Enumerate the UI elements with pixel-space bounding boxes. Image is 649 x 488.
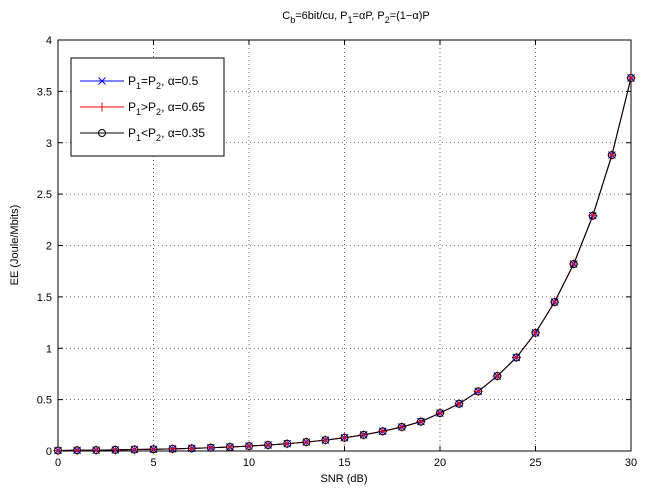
x-tick-label: 30 [625,457,637,469]
data-point-circle-marker [73,446,82,455]
y-tick-label: 0.5 [37,395,52,407]
x-tick-label: 15 [338,457,350,469]
data-point-circle-marker [302,438,311,447]
y-tick-label: 2 [46,241,52,253]
data-point-circle-marker [474,387,483,396]
data-point-circle-marker [378,427,387,436]
x-tick-label: 5 [150,457,156,469]
y-tick-label: 3 [46,138,52,150]
data-point-circle-marker [92,446,101,455]
data-point-circle-marker [588,211,597,220]
data-point-circle-marker [321,436,330,445]
series-markers [53,73,636,455]
data-point-circle-marker [283,439,292,448]
legend-plus-marker [97,102,107,112]
x-tick-label: 0 [55,457,61,469]
data-point-circle-marker [340,433,349,442]
y-tick-label: 0 [46,446,52,458]
x-axis-title: SNR (dB) [320,473,367,485]
legend-entry: P1<P2, α=0.35 [80,126,205,143]
y-tick-label: 1.5 [37,292,52,304]
data-point-circle-marker [531,328,540,337]
chart-title: Cb=6bit/cu, P1=αP, P2=(1−α)P [282,10,429,25]
x-tick-label: 20 [434,457,446,469]
y-axis-title: EE (Joule/Mbits) [9,205,21,286]
legend-label: P1<P2, α=0.35 [128,126,205,143]
legend-entry: P1>P2, α=0.65 [80,100,205,117]
legend-x-marker [98,77,106,85]
data-point-circle-marker [168,444,177,453]
data-point-circle-marker [627,74,635,83]
data-point-circle-marker [111,445,120,454]
data-point-circle-marker [206,443,215,452]
data-point-circle-marker [455,399,464,408]
data-point-circle-marker [550,298,559,307]
data-point-circle-marker [245,442,253,451]
legend-circle-marker [98,129,106,137]
x-tick-label: 10 [243,457,255,469]
data-point-circle-marker [225,442,234,451]
data-point-circle-marker [493,371,502,380]
data-point-circle-marker [359,430,368,439]
data-point-circle-marker [187,444,196,453]
data-point-circle-marker [149,445,158,454]
data-point-circle-marker [436,409,444,418]
data-point-circle-marker [569,259,578,268]
legend-entry: P1=P2, α=0.5 [80,74,199,91]
y-tick-label: 1 [46,343,52,355]
data-point-circle-marker [607,151,616,160]
data-point-circle-marker [416,417,425,426]
legend-label: P1>P2, α=0.65 [128,100,205,117]
data-point-circle-marker [397,422,406,431]
x-tick-label: 25 [529,457,541,469]
legend: P1=P2, α=0.5 P1>P2, α=0.65 P1<P2, α=0.35 [70,57,225,157]
y-tick-label: 3.5 [37,86,52,98]
y-tick-label: 2.5 [37,189,52,201]
legend-label: P1=P2, α=0.5 [128,74,199,91]
data-point-circle-marker [264,441,273,450]
tick-labels: 0 5 10 15 20 25 30 0 0.5 1 1.5 2 2.5 3 3.5 4 [37,35,637,469]
data-point-circle-marker [130,445,139,454]
data-point-circle-marker [54,446,62,455]
y-tick-label: 4 [46,35,52,47]
data-point-circle-marker [512,353,521,362]
